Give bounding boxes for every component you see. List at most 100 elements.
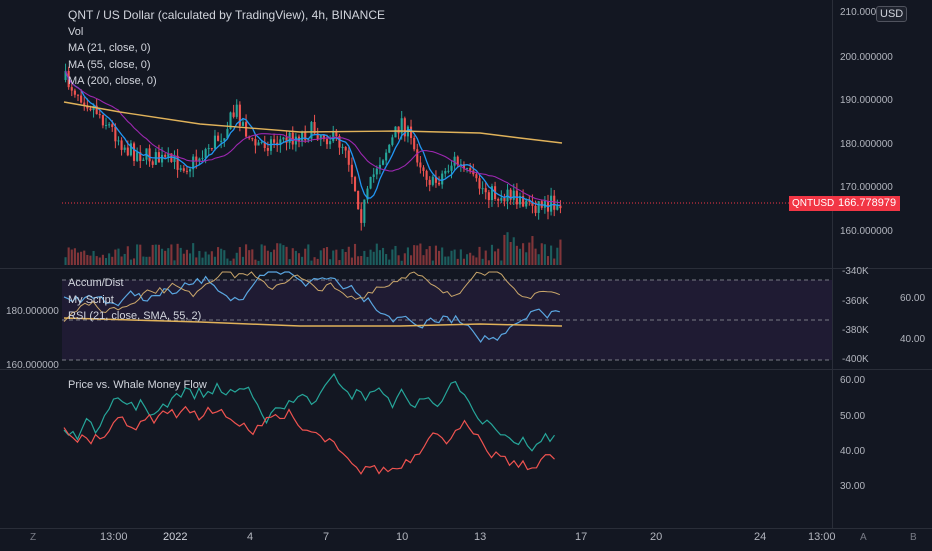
candle-body	[167, 153, 170, 157]
candle-body	[350, 164, 353, 178]
candle-body	[391, 137, 394, 145]
candle-body	[160, 154, 164, 163]
price-scale[interactable]	[832, 0, 932, 528]
volume-bar	[245, 244, 248, 265]
candle-body	[500, 197, 503, 201]
volume-bar	[70, 249, 73, 265]
legend-my-script[interactable]: My Script	[68, 294, 114, 306]
bottom-label-30: 30.00	[840, 481, 866, 492]
candle-body	[108, 124, 111, 126]
volume-bar	[332, 250, 335, 265]
volume-bar	[195, 257, 198, 265]
volume-bar	[403, 253, 406, 265]
volume-bar	[189, 253, 192, 265]
candle-body	[478, 178, 481, 189]
volume-bar	[132, 258, 136, 265]
volume-bar	[273, 249, 276, 265]
volume-bar	[235, 252, 238, 265]
volume-bar	[279, 243, 282, 265]
volume-bar	[540, 243, 543, 265]
legend-accum-dist[interactable]: Accum/Dist	[68, 277, 124, 289]
volume-bar	[322, 248, 325, 265]
volume-bar	[518, 248, 522, 265]
currency-button[interactable]: USD	[876, 6, 908, 22]
rsi-ma-line	[63, 317, 563, 327]
volume-bar	[120, 256, 123, 265]
volume-bar	[475, 257, 478, 265]
volume-bar	[114, 249, 117, 265]
mid-far-right-label-40: 40.00	[900, 334, 926, 345]
volume-bar	[394, 245, 397, 265]
volume-bar	[416, 245, 419, 265]
pane-divider-2[interactable]	[0, 369, 932, 370]
volume-bar	[213, 256, 217, 265]
candle-body	[487, 192, 490, 201]
zoom-button[interactable]: Z	[30, 532, 37, 543]
volume-bar	[409, 255, 413, 265]
candle-body	[447, 170, 450, 172]
candle-body	[245, 122, 248, 137]
candle-body	[198, 158, 201, 162]
mid-far-right-label-60: 60.00	[900, 293, 926, 304]
candle-body	[456, 156, 459, 165]
candle-body	[64, 71, 67, 80]
candle-body	[403, 118, 406, 137]
candle-body	[319, 135, 322, 140]
candle-body	[151, 161, 154, 165]
volume-bar	[335, 249, 338, 265]
volume-bar	[282, 245, 285, 265]
candle-body	[372, 174, 375, 177]
volume-bar	[204, 251, 207, 265]
whale-red-line	[63, 405, 555, 475]
candle-body	[257, 142, 260, 146]
candle-body	[111, 124, 114, 127]
volume-bar	[145, 256, 148, 265]
candle-body	[279, 139, 282, 146]
candle-body	[344, 146, 347, 151]
candle-body	[235, 104, 238, 117]
legend-ma200[interactable]: MA (200, close, 0)	[68, 75, 157, 87]
legend-ma21[interactable]: MA (21, close, 0)	[68, 42, 151, 54]
volume-bar	[406, 247, 409, 265]
volume-bar	[450, 250, 453, 265]
log-scale-button[interactable]: B	[910, 532, 917, 543]
pane-divider-1[interactable]	[0, 268, 932, 269]
legend-rsi[interactable]: RSI (21, close, SMA, 55, 2)	[68, 310, 202, 322]
price-label-160: 160.000000	[840, 226, 893, 237]
volume-bar	[388, 259, 391, 265]
legend-ma55[interactable]: MA (55, close, 0)	[68, 59, 151, 71]
volume-bar	[232, 258, 235, 265]
volume-bar	[360, 256, 363, 265]
candle-body	[220, 140, 223, 142]
volume-bar	[490, 244, 494, 265]
candle-body	[276, 142, 279, 146]
candle-body	[129, 143, 132, 156]
volume-bar	[198, 250, 201, 265]
my-script-line	[63, 271, 561, 322]
candle-body	[503, 197, 506, 202]
candle-body	[195, 156, 198, 162]
volume-bar	[534, 248, 537, 265]
volume-bar	[434, 245, 437, 265]
volume-bar	[220, 248, 223, 265]
time-axis[interactable]	[0, 528, 932, 551]
volume-bar	[487, 260, 490, 265]
candle-body	[86, 105, 89, 109]
volume-bar	[210, 251, 213, 265]
volume-bar	[469, 252, 472, 265]
legend-whale-flow[interactable]: Price vs. Whale Money Flow	[68, 379, 207, 391]
candle-body	[73, 90, 76, 95]
candle-body	[553, 195, 556, 210]
candle-body	[226, 129, 229, 139]
auto-scale-button[interactable]: A	[860, 532, 867, 543]
volume-bar	[375, 243, 378, 265]
candle-body	[229, 112, 232, 130]
candle-body	[425, 170, 428, 180]
volume-bar	[366, 256, 369, 265]
candle-body	[469, 168, 472, 171]
volume-bar	[229, 260, 232, 265]
legend-vol[interactable]: Vol	[68, 26, 84, 38]
volume-bar	[157, 244, 160, 265]
volume-bar	[353, 243, 357, 265]
